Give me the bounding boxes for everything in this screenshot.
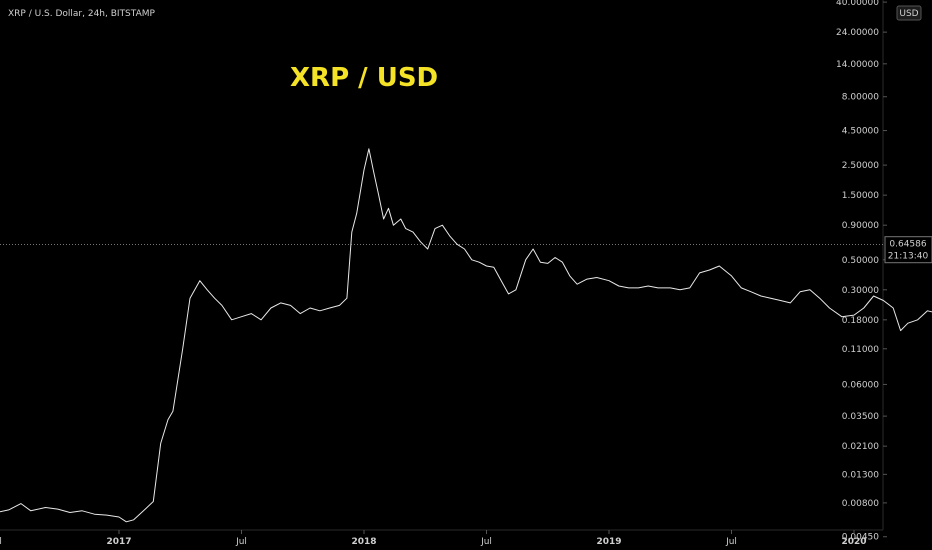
currency-badge[interactable] (896, 5, 922, 21)
x-tick-label: 2018 (351, 537, 376, 547)
y-tick-label: 0.11000 (842, 345, 879, 355)
y-tick-label: 0.90000 (842, 221, 879, 231)
current-price-box (884, 236, 932, 264)
price-series-line (0, 148, 932, 523)
y-tick-label: 24.00000 (836, 28, 879, 38)
x-tick-label: 2019 (596, 537, 621, 547)
y-tick-label: 0.00800 (842, 499, 879, 509)
x-tick-label: Jul (725, 537, 737, 547)
y-tick-label: 4.50000 (842, 127, 879, 137)
x-tick-label: 2020 (841, 537, 866, 547)
y-tick-label: 0.06000 (842, 380, 879, 390)
y-tick-label: 0.03500 (842, 412, 879, 422)
chart-title: XRP / USD (290, 63, 438, 93)
y-tick-label: 0.30000 (842, 286, 879, 296)
x-tick-label: Jul (0, 537, 2, 547)
y-tick-label: 0.00450 (842, 533, 879, 543)
y-tick-label: 0.50000 (842, 256, 879, 266)
y-tick-label: 2.50000 (842, 161, 879, 171)
y-tick-label: 0.02100 (842, 442, 879, 452)
currency-label: USD (899, 9, 918, 19)
current-price-label: 0.64586 (889, 240, 926, 250)
y-tick-label: 14.00000 (836, 60, 879, 70)
y-tick-label: 8.00000 (842, 93, 879, 103)
countdown-label: 21:13:40 (888, 252, 929, 262)
symbol-line: XRP / U.S. Dollar, 24h, BITSTAMP (8, 9, 155, 19)
y-tick-label: 40.00000 (836, 0, 879, 8)
y-tick-label: 0.01300 (842, 470, 879, 480)
x-tick-label: Jul (235, 537, 247, 547)
x-tick-label: 2017 (106, 537, 131, 547)
x-tick-label: Jul (480, 537, 492, 547)
y-tick-label: 0.18000 (842, 316, 879, 326)
y-tick-label: 1.50000 (842, 191, 879, 201)
